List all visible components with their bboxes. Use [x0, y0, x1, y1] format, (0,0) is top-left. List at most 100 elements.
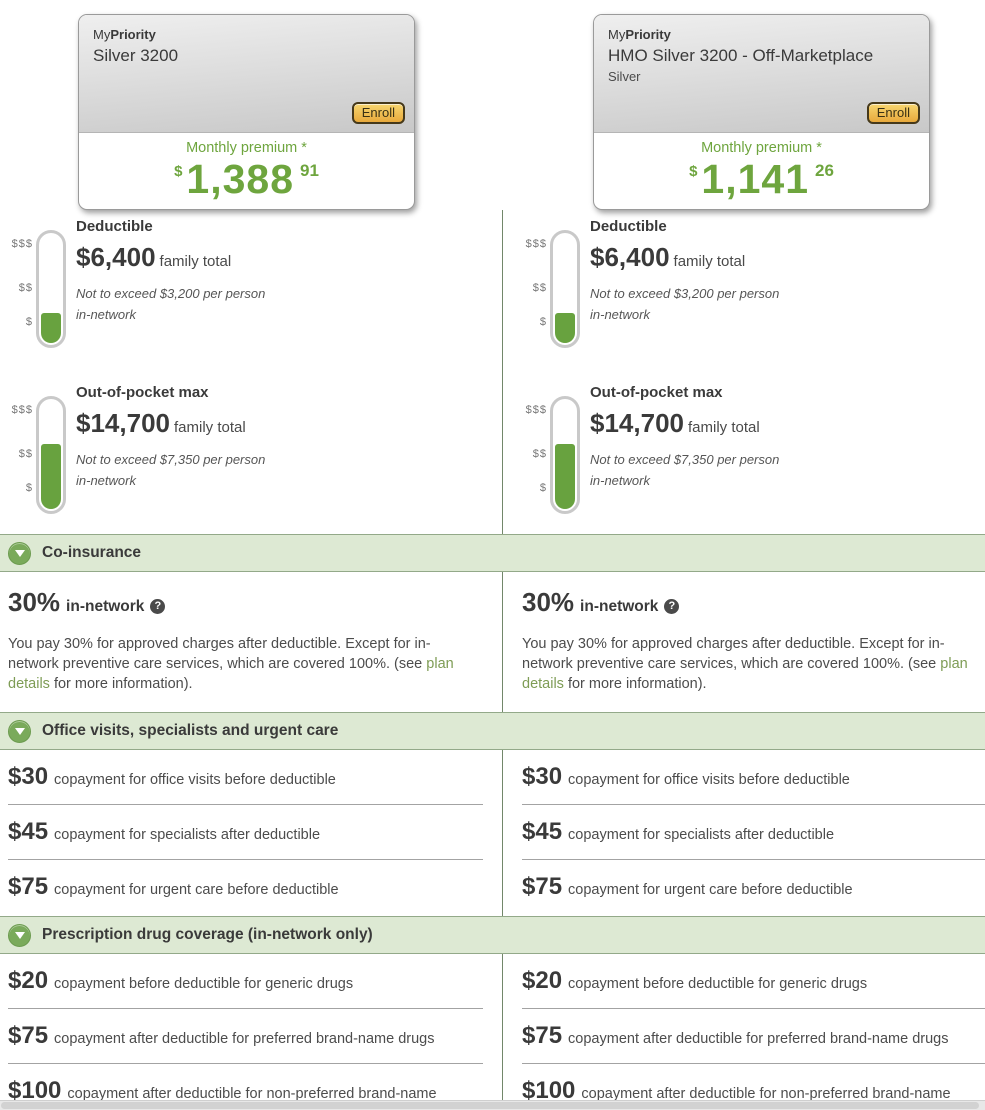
copay-text: copayment after deductible for preferred… — [54, 1031, 435, 1047]
dollar-scale-label: $ — [539, 482, 547, 494]
oop-max-title: Out-of-pocket max — [76, 384, 209, 401]
plan-title: HMO Silver 3200 - Off-Marketplace — [608, 46, 874, 65]
copay-text: copayment for specialists after deductib… — [54, 827, 321, 843]
copay-amount: $75 — [8, 873, 49, 900]
dollar-scale: $$$ $$ $ — [8, 396, 36, 512]
premium-amount: $1,141 26 — [594, 156, 929, 203]
help-icon[interactable]: ? — [150, 599, 166, 614]
brand-bold: Priority — [625, 27, 671, 42]
premium-section: Monthly premium * $1,141 26 — [594, 133, 929, 203]
oop-max-unit: family total — [687, 419, 760, 436]
dollar-scale-label: $$ — [18, 448, 33, 460]
plan-subtitle — [93, 69, 400, 84]
dollar-scale-label: $$$ — [525, 238, 547, 250]
copay-text: copayment before deductible for generic … — [568, 976, 868, 992]
premium-whole: 1,388 — [186, 156, 295, 202]
right-plan-column: $20 copayment before deductible for gener… — [502, 954, 985, 1101]
oop-max-block: $$$ $$ $ Out-of-pocket max $14,700 family… — [8, 384, 502, 514]
copay-row: $75 copayment for urgent care before dedu… — [8, 860, 483, 915]
copay-text: copayment after deductible for preferred… — [568, 1031, 949, 1047]
deductible-amount: $6,400 family total — [590, 242, 746, 272]
deductible-title: Deductible — [590, 218, 667, 235]
copay-text: copayment for office visits before deduc… — [568, 772, 850, 788]
copay-row: $100 copayment after deductible for non-p… — [8, 1064, 483, 1101]
network-label: in-network — [580, 598, 659, 615]
prescription-drugs-section: $20 copayment before deductible for gener… — [0, 954, 985, 1101]
currency-symbol: $ — [174, 163, 183, 180]
brand-prefix: My — [608, 27, 626, 42]
deductible-note: Not to exceed $3,200 per person in-networ… — [590, 286, 780, 322]
deductible-gauge — [36, 230, 66, 348]
plan-card-header: MyPriority HMO Silver 3200 - Off-Marketp… — [594, 15, 929, 133]
column-divider — [502, 572, 503, 712]
left-plan-column: 30% in-network? You pay 30% for approved … — [0, 572, 502, 712]
plan-details-section: $$$ $$ $ Deductible $6,400 family total N… — [0, 210, 985, 534]
plan-title: Silver 3200 — [93, 46, 179, 65]
premium-section: Monthly premium * $1,388 91 — [79, 133, 414, 203]
copay-text: copayment for specialists after deductib… — [568, 827, 835, 843]
oop-max-unit: family total — [173, 419, 246, 436]
column-divider — [502, 750, 503, 916]
oop-max-note: Not to exceed $7,350 per person in-networ… — [590, 452, 780, 488]
copay-amount: $20 — [8, 967, 49, 994]
plan-subtitle: Silver — [608, 69, 641, 84]
coinsurance-description: You pay 30% for approved charges after d… — [522, 636, 968, 692]
copay-text: copayment for urgent care before deducti… — [54, 882, 339, 898]
plan-details-link[interactable]: plan details — [8, 656, 454, 692]
brand-prefix: My — [93, 27, 111, 42]
dollar-scale: $$$ $$ $ — [8, 230, 36, 346]
copay-row: $75 copayment after deductible for prefer… — [522, 1009, 985, 1064]
deductible-unit: family total — [673, 253, 746, 270]
section-header-office-visits[interactable]: Office visits, specialists and urgent ca… — [0, 712, 985, 750]
copay-row: $75 copayment after deductible for prefer… — [8, 1009, 483, 1064]
deductible-unit: family total — [159, 253, 232, 270]
plan-details-link[interactable]: plan details — [522, 656, 968, 692]
section-header-coinsurance[interactable]: Co-insurance — [0, 534, 985, 572]
brand-name: MyPriority — [608, 27, 915, 42]
office-visits-section: $30 copayment for office visits before de… — [0, 750, 985, 916]
copay-row: $20 copayment before deductible for gener… — [8, 954, 483, 1009]
horizontal-scrollbar[interactable] — [0, 1100, 985, 1110]
copay-text: copayment for urgent care before deducti… — [568, 882, 853, 898]
deductible-block: $$$ $$ $ Deductible $6,400 family total N… — [8, 218, 502, 348]
copay-amount: $100 — [522, 1077, 576, 1101]
copay-amount: $100 — [8, 1077, 62, 1101]
premium-whole: 1,141 — [701, 156, 810, 202]
copay-text: copayment before deductible for generic … — [54, 976, 354, 992]
deductible-amount: $6,400 family total — [76, 242, 232, 272]
dollar-scale-label: $$$ — [11, 404, 33, 416]
premium-cents: 26 — [815, 161, 834, 180]
copay-row: $75 copayment for urgent care before dedu… — [522, 860, 985, 915]
coinsurance-description: You pay 30% for approved charges after d… — [8, 636, 454, 692]
oop-max-gauge — [550, 396, 580, 514]
dollar-scale-label: $ — [25, 316, 33, 328]
dollar-scale-label: $$ — [532, 282, 547, 294]
dollar-scale-label: $$ — [18, 282, 33, 294]
column-divider — [502, 210, 503, 534]
deductible-note: Not to exceed $3,200 per person in-networ… — [76, 286, 266, 322]
premium-cents: 91 — [300, 161, 319, 180]
enroll-button[interactable]: Enroll — [351, 102, 405, 124]
oop-max-gauge — [36, 396, 66, 514]
scrollbar-thumb[interactable] — [1, 1102, 979, 1109]
oop-max-amount: $14,700 family total — [590, 408, 760, 438]
help-icon[interactable]: ? — [664, 599, 680, 614]
left-plan-column: $$$ $$ $ Deductible $6,400 family total N… — [0, 210, 502, 534]
section-title: Prescription drug coverage (in-network o… — [42, 926, 373, 943]
copay-text: copayment after deductible for non-prefe… — [67, 1086, 437, 1101]
section-header-prescription-drugs[interactable]: Prescription drug coverage (in-network o… — [0, 916, 985, 954]
left-plan-column: $20 copayment before deductible for gener… — [0, 954, 502, 1101]
oop-max-title: Out-of-pocket max — [590, 384, 723, 401]
copay-amount: $75 — [8, 1022, 49, 1049]
dollar-scale-label: $$$ — [525, 404, 547, 416]
copay-amount: $75 — [522, 873, 563, 900]
copay-amount: $30 — [522, 763, 563, 790]
currency-symbol: $ — [689, 163, 698, 180]
enroll-button[interactable]: Enroll — [866, 102, 920, 124]
section-title: Co-insurance — [42, 544, 142, 561]
column-divider — [502, 954, 503, 1101]
network-label: in-network — [66, 598, 145, 615]
dollar-scale: $$$ $$ $ — [522, 230, 550, 346]
chevron-down-icon — [8, 923, 31, 947]
oop-max-amount: $14,700 family total — [76, 408, 246, 438]
